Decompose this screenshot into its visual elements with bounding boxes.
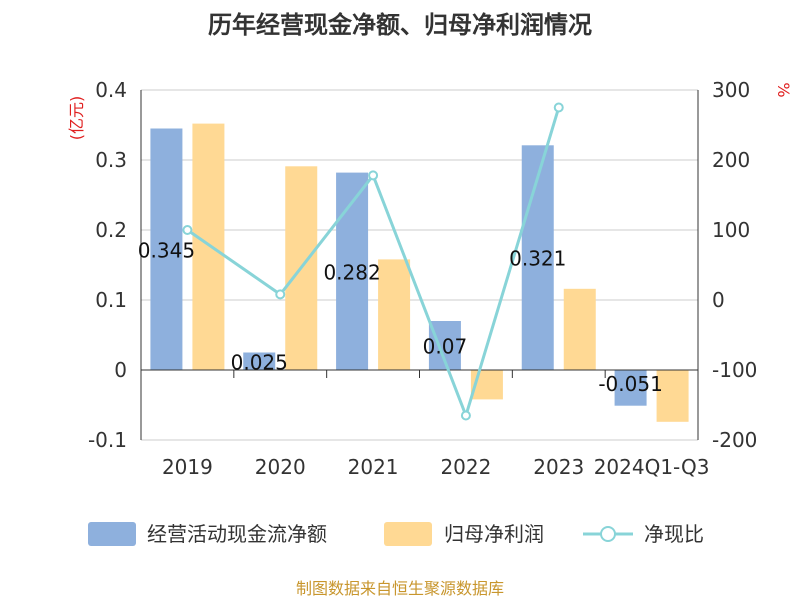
data-label: -0.051 bbox=[598, 372, 662, 396]
right-tick-label: -200 bbox=[712, 428, 757, 452]
x-tick-label: 2019 bbox=[162, 455, 213, 479]
bar-net-profit bbox=[656, 370, 689, 422]
right-tick-label: -100 bbox=[712, 358, 757, 382]
ratio-point bbox=[275, 289, 286, 300]
bar-net-profit bbox=[192, 123, 225, 370]
bars bbox=[150, 123, 689, 422]
x-tick-label: 2021 bbox=[348, 455, 399, 479]
left-tick-label: 0.1 bbox=[95, 288, 127, 312]
legend-swatch-net-profit bbox=[384, 522, 432, 546]
x-tick-label: 2024Q1-Q3 bbox=[594, 455, 710, 479]
left-tick-label: 0 bbox=[114, 358, 127, 382]
data-label: 0.321 bbox=[509, 247, 566, 271]
left-tick-label: 0.4 bbox=[95, 78, 127, 102]
legend: 经营活动现金流净额 归母净利润 净现比 bbox=[88, 522, 704, 546]
data-labels: 0.345 0.025 0.282 0.07 0.321 -0.051 bbox=[138, 238, 663, 396]
data-label: 0.282 bbox=[323, 260, 380, 284]
data-label: 0.07 bbox=[423, 335, 468, 359]
ratio-line bbox=[182, 102, 564, 421]
x-tick-label: 2020 bbox=[255, 455, 306, 479]
source-note: 制图数据来自恒生聚源数据库 bbox=[296, 579, 504, 598]
axes: -0.1 0 0.1 0.2 0.3 0.4 -200 -100 0 100 200 300 2019 2… bbox=[88, 78, 757, 479]
left-tick-label: -0.1 bbox=[88, 428, 127, 452]
data-label: 0.025 bbox=[231, 350, 288, 374]
x-tick-label: 2023 bbox=[533, 455, 584, 479]
x-tick-label: 2022 bbox=[440, 455, 491, 479]
ratio-point bbox=[368, 170, 379, 181]
bar-cash-flow bbox=[614, 370, 647, 406]
left-tick-label: 0.3 bbox=[95, 148, 127, 172]
bar-cash-flow bbox=[243, 352, 276, 370]
legend-marker-ratio bbox=[600, 526, 616, 542]
bar-net-profit bbox=[378, 259, 411, 370]
bar-cash-flow bbox=[336, 172, 369, 370]
ratio-point bbox=[460, 410, 471, 421]
bar-cash-flow bbox=[521, 145, 554, 370]
legend-label-net-profit: 归母净利润 bbox=[444, 522, 544, 546]
legend-label-cash-flow: 经营活动现金流净额 bbox=[147, 522, 327, 546]
right-tick-label: 300 bbox=[712, 78, 750, 102]
right-axis-unit: % bbox=[774, 82, 793, 97]
bar-net-profit bbox=[563, 288, 596, 370]
ratio-point bbox=[182, 225, 193, 235]
legend-label-ratio: 净现比 bbox=[644, 522, 704, 546]
legend-swatch-cash-flow bbox=[88, 522, 136, 546]
right-tick-label: 100 bbox=[712, 218, 750, 242]
right-tick-label: 0 bbox=[712, 288, 725, 312]
bar-cash-flow bbox=[150, 128, 183, 370]
ratio-point bbox=[553, 102, 564, 113]
left-axis-unit: (亿元) bbox=[67, 96, 86, 141]
left-tick-label: 0.2 bbox=[95, 218, 127, 242]
right-tick-label: 200 bbox=[712, 148, 750, 172]
gridlines bbox=[141, 89, 698, 441]
data-label: 0.345 bbox=[138, 238, 195, 262]
chart-title: 历年经营现金净额、归母净利润情况 bbox=[208, 11, 592, 39]
